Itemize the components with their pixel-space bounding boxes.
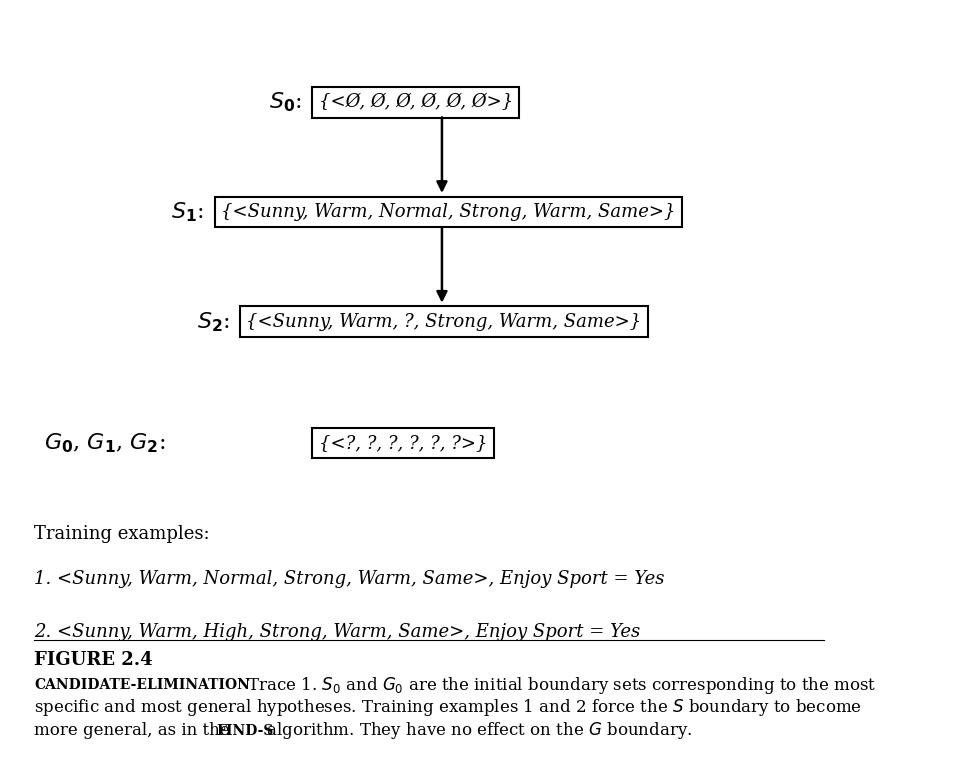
Text: {<?, ?, ?, ?, ?, ?>}: {<?, ?, ?, ?, ?, ?>}: [318, 434, 486, 452]
Text: specific and most general hypotheses. Training examples 1 and 2 force the $\math: specific and most general hypotheses. Tr…: [34, 697, 861, 718]
Text: {<Sunny, Warm, Normal, Strong, Warm, Same>}: {<Sunny, Warm, Normal, Strong, Warm, Sam…: [221, 203, 675, 221]
Text: more general, as in the: more general, as in the: [34, 722, 234, 739]
Text: {<Ø, Ø, Ø, Ø, Ø, Ø>}: {<Ø, Ø, Ø, Ø, Ø, Ø>}: [318, 93, 512, 111]
Text: Trace 1. $\mathit{S}_0$ and $\mathit{G}_0$ are the initial boundary sets corresp: Trace 1. $\mathit{S}_0$ and $\mathit{G}_…: [242, 674, 875, 696]
Text: {<Sunny, Warm, ?, Strong, Warm, Same>}: {<Sunny, Warm, ?, Strong, Warm, Same>}: [246, 313, 641, 331]
Text: FIGURE 2.4: FIGURE 2.4: [34, 651, 153, 669]
Text: Training examples:: Training examples:: [34, 525, 209, 543]
Text: CANDIDATE-ELIMINATION: CANDIDATE-ELIMINATION: [34, 678, 250, 692]
Text: $\mathit{G}_{\mathbf{0}}$, $\mathit{G}_{\mathbf{1}}$, $\mathit{G}_{\mathbf{2}}$:: $\mathit{G}_{\mathbf{0}}$, $\mathit{G}_{…: [44, 431, 165, 455]
Text: 1. <Sunny, Warm, Normal, Strong, Warm, Same>, Enjoy Sport = Yes: 1. <Sunny, Warm, Normal, Strong, Warm, S…: [34, 570, 664, 588]
Text: 2. <Sunny, Warm, High, Strong, Warm, Same>, Enjoy Sport = Yes: 2. <Sunny, Warm, High, Strong, Warm, Sam…: [34, 623, 640, 641]
Text: FIND-S: FIND-S: [216, 724, 274, 737]
Text: $\mathit{S}_{\mathbf{1}}$:: $\mathit{S}_{\mathbf{1}}$:: [171, 200, 204, 224]
Text: algorithm. They have no effect on the $\mathit{G}$ boundary.: algorithm. They have no effect on the $\…: [260, 720, 692, 741]
Text: $\mathit{S}_{\mathbf{0}}$:: $\mathit{S}_{\mathbf{0}}$:: [269, 90, 302, 114]
Text: $\mathit{S}_{\mathbf{2}}$:: $\mathit{S}_{\mathbf{2}}$:: [196, 310, 230, 334]
